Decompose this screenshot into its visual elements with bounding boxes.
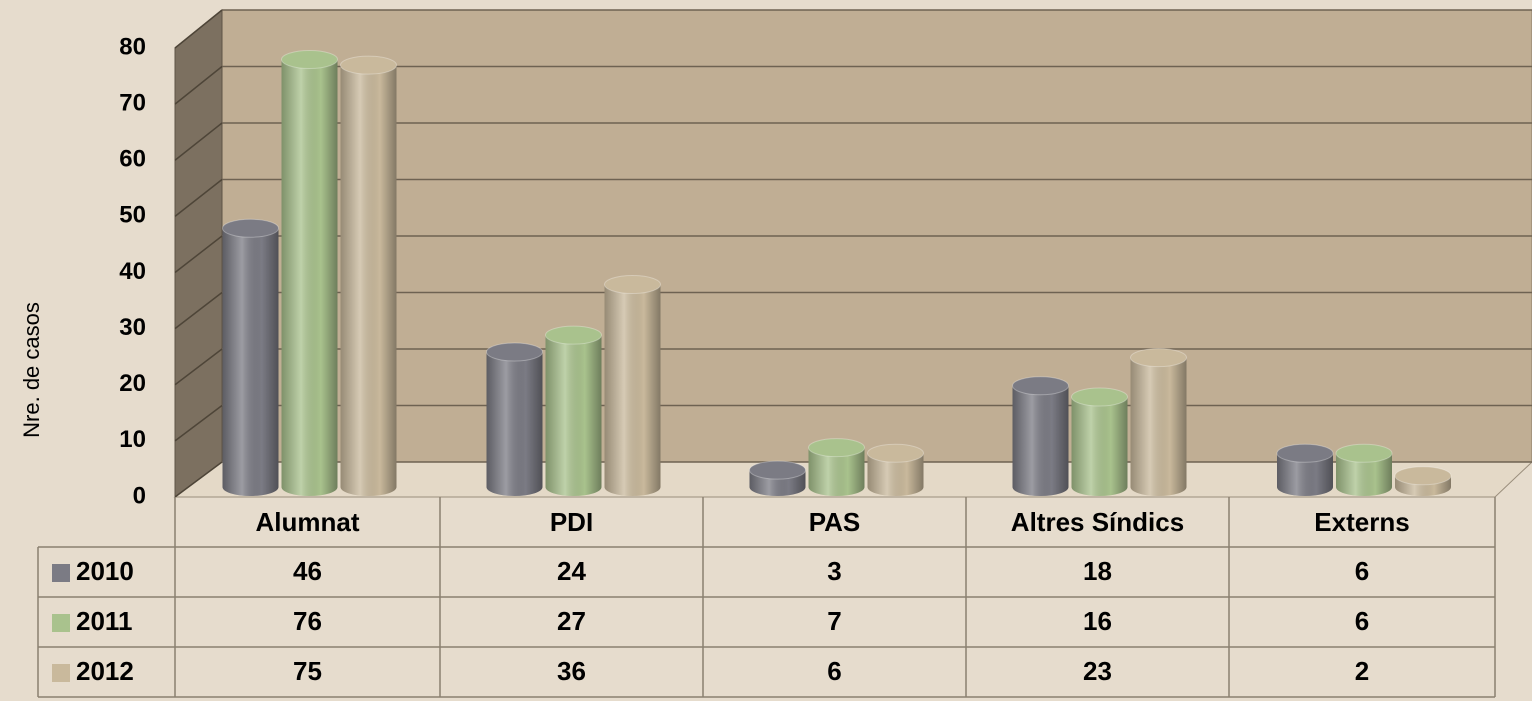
cylinder-top [222,218,279,238]
table-value: 76 [293,606,322,636]
grid-line [174,178,223,217]
grid-line [174,235,223,274]
table-value: 16 [1083,606,1112,636]
cylinder-top [545,325,602,345]
cylinder-shade [1012,385,1069,496]
cylinder-top [604,275,661,294]
cylinder-shade [545,335,602,496]
legend-swatch [52,664,70,682]
legend-label: 2010 [76,556,134,586]
category-label: Altres Síndics [1011,507,1184,537]
cylinder-shade [1336,453,1392,496]
table-value: 2 [1355,656,1369,686]
table-value: 7 [827,606,841,636]
cylinder-top [1130,348,1187,368]
grid-line [174,291,223,330]
cylinder-shade [281,59,338,496]
cylinder-top [340,55,397,75]
table-value: 6 [827,656,841,686]
grid-line [174,9,223,49]
cylinder-shade [1130,357,1187,496]
cylinder-shade [486,352,543,496]
cylinder-shade [808,447,865,496]
cylinder-shade [340,65,397,496]
y-tick-label: 10 [119,426,146,453]
legend-swatch [52,564,70,582]
table-value: 6 [1355,606,1369,636]
grid-line [174,348,223,386]
y-tick-label: 60 [119,146,146,173]
table-value: 27 [557,606,586,636]
legend-label: 2012 [76,656,134,686]
legend-label: 2011 [76,606,132,636]
grid-line [174,461,223,498]
y-tick-label: 50 [119,202,146,229]
y-tick-label: 70 [119,89,146,116]
table-value: 18 [1083,556,1112,586]
cylinder-top [486,342,543,362]
cylinder-top [1394,466,1452,486]
category-label: Externs [1314,507,1409,537]
category-label: Alumnat [256,507,360,537]
table-value: 23 [1083,656,1112,686]
table-value: 6 [1355,556,1369,586]
cylinder-top [749,460,806,480]
cylinder-shade [867,453,924,496]
table-value: 3 [827,556,841,586]
legend-swatch [52,614,70,632]
cylinder-top [281,50,338,69]
cylinder-top [1335,443,1393,463]
cylinder-shade [1071,397,1128,496]
table-value: 46 [293,556,322,586]
table-value: 75 [293,656,322,686]
category-label: PDI [550,507,593,537]
grid-line [174,65,223,105]
y-tick-label: 30 [119,314,146,341]
table-value: 24 [557,556,586,586]
grid-line [174,404,223,442]
grid-line [174,122,223,161]
y-tick-label: 80 [119,33,146,60]
y-axis-label: Nre. de casos [19,302,44,438]
cylinder-shade [604,284,661,496]
cylinder-top [808,438,865,458]
table-value: 36 [557,656,586,686]
category-label: PAS [809,507,861,537]
y-tick-label: 0 [133,482,146,509]
cylinder-top [1276,443,1334,463]
cylinder-top [867,443,924,463]
cylinder-shade [1277,453,1333,496]
y-tick-label: 40 [119,258,146,285]
y-tick-label: 20 [119,370,146,397]
cylinder-shade [222,228,279,496]
cylinder-top [1012,376,1069,396]
cylinder-top [1071,387,1128,407]
